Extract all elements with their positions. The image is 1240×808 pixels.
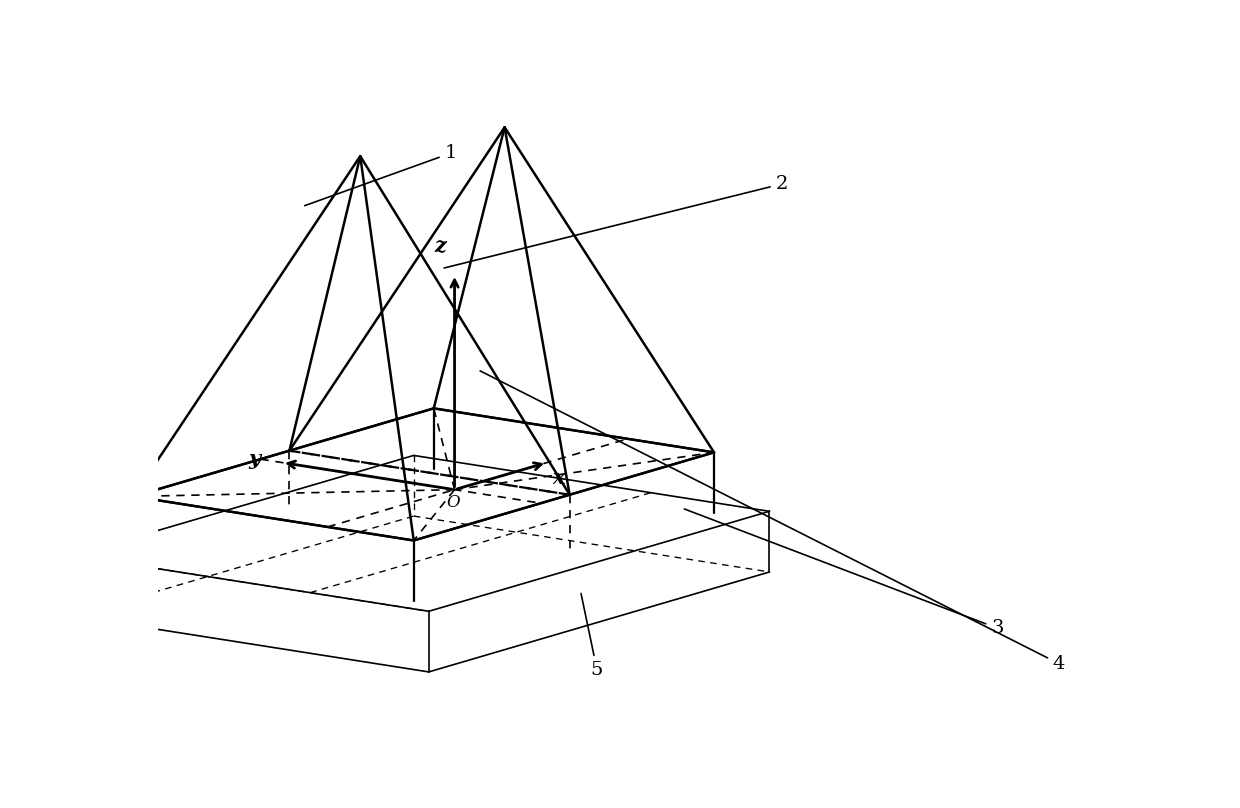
Text: O: O <box>446 494 460 511</box>
Text: z: z <box>434 237 446 256</box>
Text: 3: 3 <box>684 509 1003 638</box>
Text: y: y <box>248 449 260 469</box>
Text: 1: 1 <box>305 144 456 206</box>
Text: x: x <box>553 468 565 487</box>
Text: 5: 5 <box>582 594 603 679</box>
Text: 4: 4 <box>480 371 1065 673</box>
Text: 2: 2 <box>444 175 787 268</box>
